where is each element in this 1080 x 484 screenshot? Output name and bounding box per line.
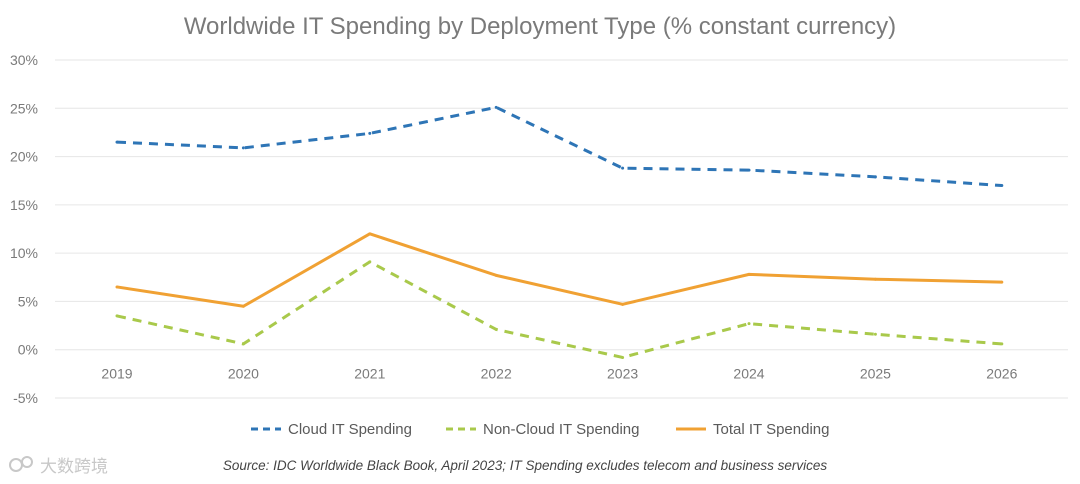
y-axis-ticks: 30% 25% 20% 15% 10% 5% 0% -5%	[10, 52, 38, 406]
data-point-non-cloud-it-spending	[747, 322, 751, 326]
series-line-non-cloud-it-spending	[116, 260, 1002, 359]
chart-title: Worldwide IT Spending by Deployment Type…	[184, 13, 896, 40]
y-tick-label: 0%	[18, 342, 38, 358]
legend-label-non-cloud-it-spending: Non-Cloud IT Spending	[483, 421, 640, 438]
data-point-total-it-spending	[1000, 280, 1004, 284]
data-point-total-it-spending	[115, 285, 119, 289]
x-tick-label: 2025	[860, 366, 891, 382]
data-point-non-cloud-it-spending	[368, 260, 372, 264]
watermark: 大数跨境	[8, 452, 108, 477]
legend-label-cloud-it-spending: Cloud IT Spending	[288, 421, 412, 438]
data-point-cloud-it-spending	[1000, 184, 1004, 188]
data-point-total-it-spending	[241, 304, 245, 308]
x-tick-label: 2020	[228, 366, 259, 382]
x-tick-label: 2022	[481, 366, 512, 382]
watermark-text: 大数跨境	[40, 457, 108, 477]
data-point-non-cloud-it-spending	[873, 332, 877, 336]
data-point-non-cloud-it-spending	[621, 355, 625, 359]
data-point-total-it-spending	[368, 232, 372, 236]
data-point-cloud-it-spending	[621, 166, 625, 170]
y-tick-label: 15%	[10, 197, 38, 213]
y-tick-label: -5%	[13, 390, 38, 406]
data-point-non-cloud-it-spending	[241, 342, 245, 346]
x-tick-label: 2021	[354, 366, 385, 382]
data-point-total-it-spending	[494, 273, 498, 277]
data-point-cloud-it-spending	[873, 175, 877, 179]
data-point-cloud-it-spending	[241, 146, 245, 150]
series-line-cloud-it-spending	[116, 105, 1002, 188]
x-tick-label: 2026	[986, 366, 1017, 382]
watermark-logo-icon	[9, 455, 33, 472]
series-lines	[115, 105, 1004, 359]
y-tick-label: 10%	[10, 245, 38, 261]
x-axis-ticks: 2019 2020 2021 2022 2023 2024 2025 2026	[101, 366, 1017, 382]
legend-label-total-it-spending: Total IT Spending	[713, 421, 829, 438]
y-tick-label: 5%	[18, 293, 38, 309]
data-point-non-cloud-it-spending	[494, 327, 498, 331]
x-tick-label: 2024	[733, 366, 764, 382]
y-tick-label: 20%	[10, 149, 38, 165]
data-point-non-cloud-it-spending	[1000, 342, 1004, 346]
y-tick-label: 30%	[10, 52, 38, 68]
data-point-cloud-it-spending	[494, 105, 498, 109]
data-point-cloud-it-spending	[747, 168, 751, 172]
data-point-non-cloud-it-spending	[115, 314, 119, 318]
series-line-total-it-spending	[116, 232, 1002, 308]
y-tick-label: 25%	[10, 100, 38, 116]
data-point-total-it-spending	[621, 302, 625, 306]
data-point-total-it-spending	[747, 272, 751, 276]
gridlines	[55, 59, 1068, 399]
data-point-total-it-spending	[873, 277, 877, 281]
x-tick-label: 2023	[607, 366, 638, 382]
x-tick-label: 2019	[101, 366, 132, 382]
data-point-cloud-it-spending	[368, 131, 372, 135]
data-point-cloud-it-spending	[115, 140, 119, 144]
source-note: Source: IDC Worldwide Black Book, April …	[223, 458, 828, 473]
legend: Cloud IT Spending Non-Cloud IT Spending To…	[251, 421, 829, 438]
